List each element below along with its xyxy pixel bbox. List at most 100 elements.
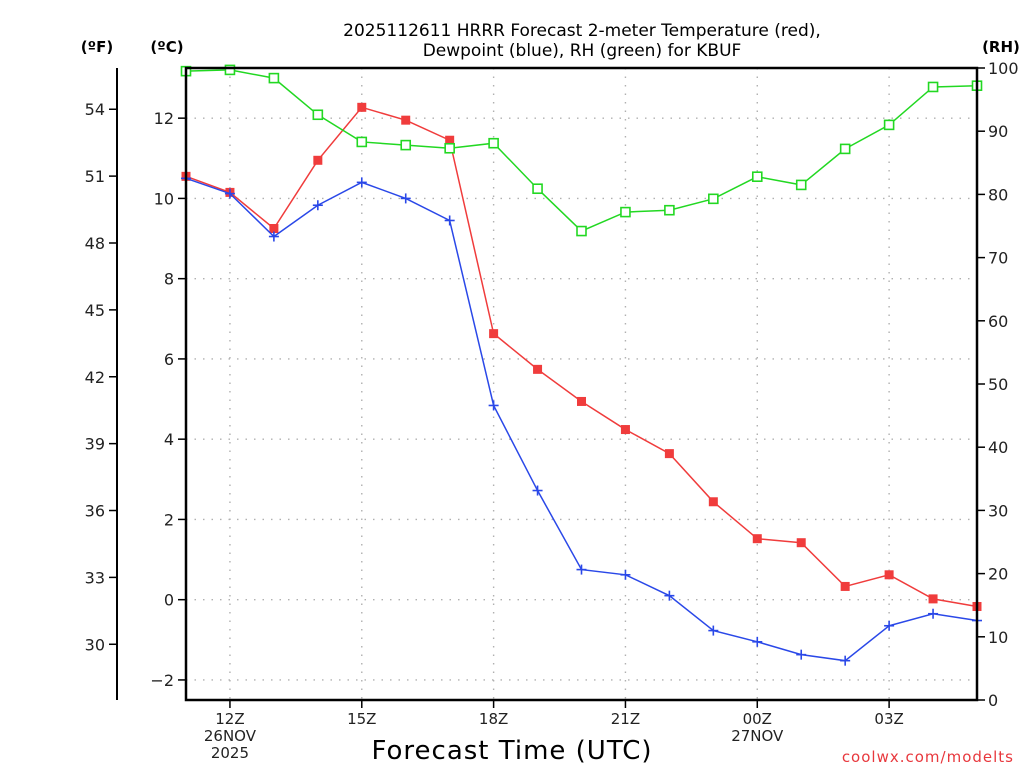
dewpoint-line <box>185 177 978 662</box>
chart-subtitle: Dewpoint (blue), RH (green) for KBUF <box>423 41 742 61</box>
dewpoint-marker <box>620 569 631 580</box>
rh-marker <box>927 81 939 93</box>
dewpoint-marker <box>268 231 279 242</box>
temperature-marker <box>401 115 411 125</box>
rh-tick-label: 80 <box>988 185 1008 204</box>
chart-title: 2025112611 HRRR Forecast 2-meter Tempera… <box>343 21 821 41</box>
rh-unit-label: (RH) <box>982 38 1020 56</box>
fahrenheit-tick-label: 36 <box>85 502 105 521</box>
dewpoint-marker <box>488 400 499 411</box>
dewpoint-marker <box>884 620 895 631</box>
dewpoint-marker <box>664 590 675 601</box>
celsius-tick-label: 8 <box>164 270 174 289</box>
rh-tick-label: 40 <box>988 438 1008 457</box>
temperature-marker <box>884 570 894 580</box>
fahrenheit-tick-label: 33 <box>85 568 105 587</box>
temperature-marker <box>708 497 718 507</box>
x-axis-title: Forecast Time (UTC) <box>371 736 652 766</box>
rh-marker <box>532 183 543 195</box>
x-tick-label: 21Z <box>611 710 640 728</box>
celsius-tick-label: 2 <box>164 510 174 529</box>
x-tick-date: 26NOV <box>204 727 257 745</box>
dewpoint-marker <box>312 200 323 211</box>
fahrenheit-tick-label: 54 <box>85 100 105 119</box>
rh-marker <box>268 72 280 84</box>
dewpoint-marker <box>224 188 235 199</box>
axes: −2 0 2 4 6 8 10 12 30 33 36 39 42 45 48 51 54 0 10 20 30 40 50… <box>85 59 1019 710</box>
credit-text: coolwx.com/modelts <box>842 748 1014 766</box>
temperature-marker <box>620 425 630 435</box>
rh-marker <box>620 206 631 218</box>
x-tick-label: 12Z <box>215 710 244 728</box>
dewpoint-marker <box>708 625 719 636</box>
rh-tick-label: 60 <box>988 312 1008 331</box>
temperature-marker <box>840 581 850 591</box>
temperature-marker <box>269 224 279 234</box>
fahrenheit-tick-label: 48 <box>85 234 105 253</box>
rh-marker <box>488 137 499 149</box>
x-tick-year: 2025 <box>211 744 249 762</box>
rh-marker <box>664 204 675 216</box>
temperature-marker <box>489 329 499 339</box>
rh-marker <box>400 139 412 151</box>
temperature-marker <box>752 534 762 544</box>
rh-marker <box>708 193 719 205</box>
temperature-marker <box>533 364 543 374</box>
dewpoint-marker <box>444 215 455 226</box>
temperature-marker <box>577 396 586 406</box>
fahrenheit-tick-label: 30 <box>85 635 105 654</box>
dewpoint-marker <box>356 177 367 188</box>
dewpoint-marker <box>840 655 851 666</box>
fahrenheit-tick-label: 39 <box>85 435 105 454</box>
rh-tick-label: 70 <box>988 249 1008 268</box>
fahrenheit-tick-label: 42 <box>85 368 105 387</box>
x-tick-date: 27NOV <box>731 727 784 745</box>
x-tick-label: 15Z <box>347 710 376 728</box>
temperature-marker <box>664 449 674 459</box>
celsius-tick-label: 6 <box>164 350 174 369</box>
celsius-tick-label: 10 <box>154 189 174 208</box>
rh-marker <box>576 225 587 237</box>
dewpoint-marker <box>576 564 587 575</box>
rh-marker <box>444 142 455 154</box>
rh-marker <box>883 119 895 131</box>
temperature-marker <box>928 594 938 604</box>
temperature-marker <box>357 102 367 112</box>
x-tick-label: 03Z <box>874 710 903 728</box>
rh-tick-label: 10 <box>988 628 1008 647</box>
rh-marker <box>751 171 763 183</box>
rh-marker <box>224 64 236 76</box>
rh-tick-label: 0 <box>988 691 998 710</box>
grid-lines <box>186 68 977 700</box>
temperature-marker <box>313 155 323 165</box>
celsius-tick-label: 4 <box>164 430 174 449</box>
rh-marker <box>839 143 851 155</box>
rh-marker <box>312 109 324 121</box>
x-tick-label: 18Z <box>479 710 508 728</box>
temperature-line <box>185 106 978 608</box>
fahrenheit-tick-label: 51 <box>85 167 105 186</box>
celsius-tick-label: −2 <box>150 671 174 690</box>
plot-frame <box>184 66 979 702</box>
dewpoint-marker <box>928 608 939 619</box>
dewpoint-marker <box>400 193 411 204</box>
rh-marker <box>795 179 807 191</box>
rh-marker <box>356 136 368 148</box>
fahrenheit-tick-label: 45 <box>85 301 105 320</box>
temperature-marker <box>445 135 455 145</box>
x-tick-label: 00Z <box>743 710 772 728</box>
rh-tick-label: 20 <box>988 565 1008 584</box>
rh-tick-label: 50 <box>988 375 1008 394</box>
dewpoint-marker <box>752 636 763 647</box>
celsius-tick-label: 12 <box>154 109 174 128</box>
dewpoint-marker <box>796 649 807 660</box>
rh-tick-label: 90 <box>988 122 1008 141</box>
rh-line <box>185 69 978 232</box>
fahrenheit-unit-label: (ºF) <box>81 38 113 56</box>
rh-tick-label: 100 <box>988 59 1019 78</box>
data-series <box>180 64 983 666</box>
temperature-marker <box>796 538 806 548</box>
dewpoint-marker <box>532 485 543 496</box>
